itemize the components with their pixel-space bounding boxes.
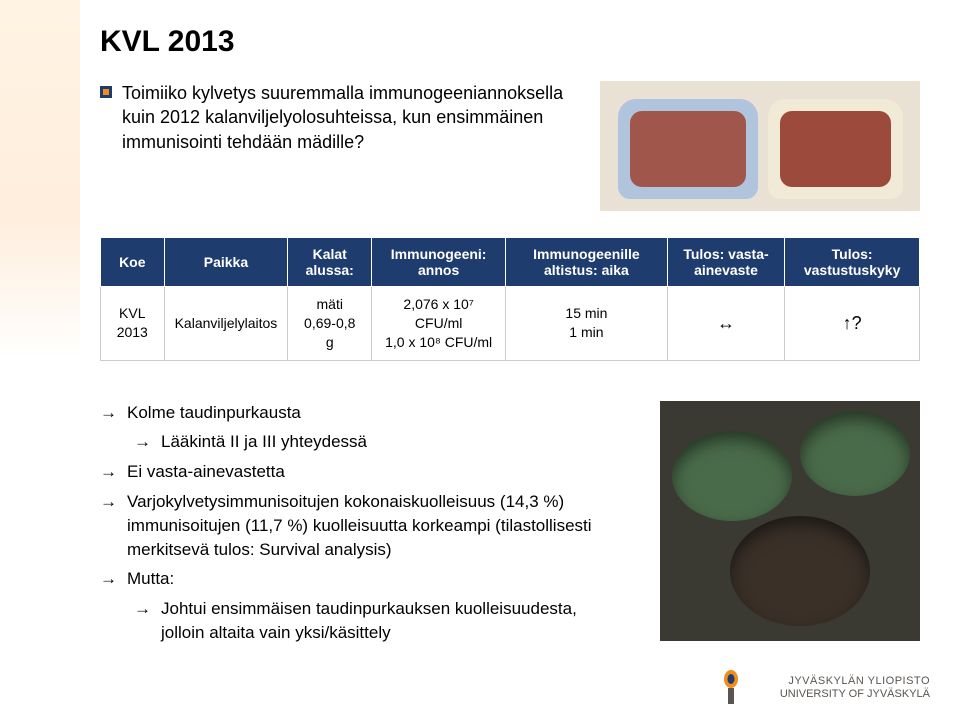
th-aika: Immunogeenille altistus: aika — [506, 238, 668, 287]
cell-kalat-a: mäti — [298, 295, 361, 314]
bullet-text: Kolme taudinpurkausta — [127, 401, 301, 425]
cell-paikka: Kalanviljelylaitos — [164, 287, 288, 361]
list-item: → Mutta: — [100, 567, 640, 591]
arrow-icon: → — [100, 401, 117, 425]
cell-kalat: mäti 0,69-0,8 g — [288, 287, 372, 361]
bullet-text: Mutta: — [127, 567, 174, 591]
bullet-square-icon — [100, 86, 112, 98]
arrow-icon: → — [134, 430, 151, 454]
cell-kalat-b: 0,69-0,8 g — [298, 314, 361, 352]
intro-block: Toimiiko kylvetys suuremmalla immunogeen… — [100, 81, 920, 211]
lower-block: → Kolme taudinpurkausta → Lääkintä II ja… — [100, 401, 920, 651]
cell-annos: 2,076 x 10⁷ CFU/ml 1,0 x 10⁸ CFU/ml — [372, 287, 506, 361]
bullet-line: merkitsevä tulos: Survival analysis) — [127, 538, 592, 562]
arrow-icon: → — [100, 460, 117, 484]
th-vastustus: Tulos: vastustuskyky — [785, 238, 920, 287]
bullet-line: Johtui ensimmäisen taudinpurkauksen kuol… — [161, 597, 577, 621]
tank-b — [800, 411, 910, 496]
th-annos: Immunogeeni: annos — [372, 238, 506, 287]
cell-annos-b: 1,0 x 10⁸ CFU/ml — [382, 333, 495, 352]
list-item: → Johtui ensimmäisen taudinpurkauksen ku… — [100, 597, 640, 645]
cell-annos-a: 2,076 x 10⁷ CFU/ml — [382, 295, 495, 333]
cell-koe: KVL 2013 — [101, 287, 165, 361]
slide-title: KVL 2013 — [100, 25, 920, 59]
bullet-text-multi: Varjokylvetysimmunisoitujen kokonaiskuol… — [127, 490, 592, 561]
cell-aika: 15 min 1 min — [506, 287, 668, 361]
arrow-icon: → — [134, 597, 151, 645]
tray-blue — [618, 99, 758, 199]
side-decoration — [0, 0, 80, 720]
footer-fi: JYVÄSKYLÄN YLIOPISTO — [780, 675, 930, 689]
bullet-text-multi: Johtui ensimmäisen taudinpurkauksen kuol… — [161, 597, 577, 645]
tank-a — [672, 431, 792, 521]
cell-vasta: ↔ — [667, 287, 785, 361]
bullet-line: immunisoitujen (11,7 %) kuolleisuutta ko… — [127, 514, 592, 538]
th-kalat: Kalat alussa: — [288, 238, 372, 287]
intro-line-3: immunisointi tehdään mädille? — [122, 130, 563, 154]
bullet-line: jolloin altaita vain yksi/käsittely — [161, 621, 577, 645]
intro-line-2: kuin 2012 kalanviljelyolosuhteissa, kun … — [122, 105, 563, 129]
list-item: → Varjokylvetysimmunisoitujen kokonaisku… — [100, 490, 640, 561]
bullet-text: Lääkintä II ja III yhteydessä — [161, 430, 367, 454]
cell-vastustus: ↑? — [785, 287, 920, 361]
arrow-icon: → — [100, 490, 117, 561]
cell-aika-b: 1 min — [516, 323, 657, 342]
tank-c — [730, 516, 870, 626]
cell-aika-a: 15 min — [516, 304, 657, 323]
footer-en: UNIVERSITY OF JYVÄSKYLÄ — [780, 688, 930, 702]
data-table: Koe Paikka Kalat alussa: Immunogeeni: an… — [100, 237, 920, 361]
footer-logo: JYVÄSKYLÄN YLIOPISTO UNIVERSITY OF JYVÄS… — [780, 675, 930, 703]
th-paikka: Paikka — [164, 238, 288, 287]
intro-text: Toimiiko kylvetys suuremmalla immunogeen… — [100, 81, 584, 211]
arrow-icon: → — [100, 567, 117, 591]
th-vasta: Tulos: vasta-ainevaste — [667, 238, 785, 287]
bullet-line: Varjokylvetysimmunisoitujen kokonaiskuol… — [127, 490, 592, 514]
list-item: → Ei vasta-ainevastetta — [100, 460, 640, 484]
intro-line-1: Toimiiko kylvetys suuremmalla immunogeen… — [122, 81, 563, 105]
bullet-list: → Kolme taudinpurkausta → Lääkintä II ja… — [100, 401, 640, 651]
intro-lines: Toimiiko kylvetys suuremmalla immunogeen… — [122, 81, 563, 154]
tray-white — [768, 99, 903, 199]
photo-tanks — [660, 401, 920, 641]
bullet-text: Ei vasta-ainevastetta — [127, 460, 285, 484]
table-row: KVL 2013 Kalanviljelylaitos mäti 0,69-0,… — [101, 287, 920, 361]
list-item: → Kolme taudinpurkausta — [100, 401, 640, 425]
slide-content: KVL 2013 Toimiiko kylvetys suuremmalla i… — [100, 25, 920, 651]
list-item: → Lääkintä II ja III yhteydessä — [100, 430, 640, 454]
th-koe: Koe — [101, 238, 165, 287]
torch-icon — [717, 670, 745, 706]
table-header-row: Koe Paikka Kalat alussa: Immunogeeni: an… — [101, 238, 920, 287]
photo-trays — [600, 81, 920, 211]
